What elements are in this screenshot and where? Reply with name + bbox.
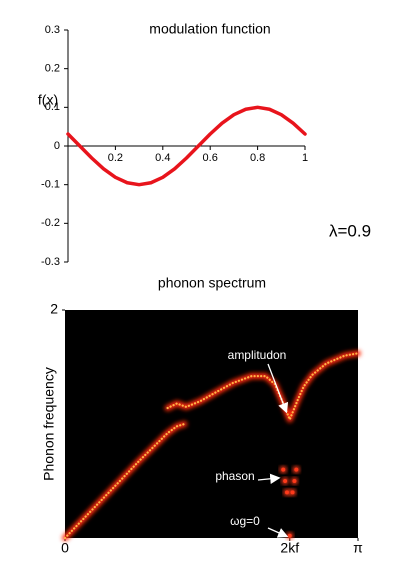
annotation: λ=0.9 [329,221,371,240]
y-tick-label: 0.3 [45,24,60,36]
arrow [267,363,289,414]
bottom-chart: 0 2kf π 2 phonon spectrum Phonon frequency [41,275,363,556]
y-axis-label: Phonon frequency [41,367,57,481]
x-tick-label: 0.2 [108,152,123,164]
x-tick-label: 0.6 [203,152,218,164]
point [283,479,288,483]
y-tick-label: -0.2 [41,217,60,229]
plot-background [65,310,358,538]
plot: 0 2kf π 2 [50,301,363,556]
annotation: phason [215,469,254,483]
y-tick-label: 0.2 [45,63,60,75]
point [281,467,286,472]
point [290,490,295,495]
x-tick-label: 2kf [280,540,299,556]
chart-title: modulation function [149,21,270,37]
y-tick-label: 0.1 [45,101,60,113]
y-tick-label: 2 [50,301,58,317]
plot: 0.2 0.4 0.6 0.8 1 -0.3 -0.2 -0.1 0 0.1 0.2 0.3 [41,24,308,268]
line [63,422,186,540]
x-tick-label: 0.4 [155,152,170,164]
x-tick-label: 1 [302,152,308,164]
annotation: amplitudon [228,348,287,362]
annotation: ωg=0 [230,514,260,528]
point [287,533,292,538]
x-tick-label: π [353,540,363,556]
arrow [267,527,289,538]
line [66,105,307,187]
x-tick-label: 0 [61,540,69,556]
y-axis-label: f(x) [38,92,58,108]
x-tick-label: 0.8 [250,152,265,164]
y-tick-label: 0 [54,140,60,152]
chart-title: phonon spectrum [158,275,266,291]
point [284,490,289,495]
point [292,479,297,483]
point [294,467,299,472]
annotations: amplitudon phason ωg=0 [215,348,289,538]
arrow [257,473,281,484]
top-chart: 0.2 0.4 0.6 0.8 1 -0.3 -0.2 -0.1 0 0.1 0.2 0.3 modu… [38,21,371,268]
y-tick-label: -0.3 [41,256,60,268]
y-tick-label: -0.1 [41,179,60,191]
